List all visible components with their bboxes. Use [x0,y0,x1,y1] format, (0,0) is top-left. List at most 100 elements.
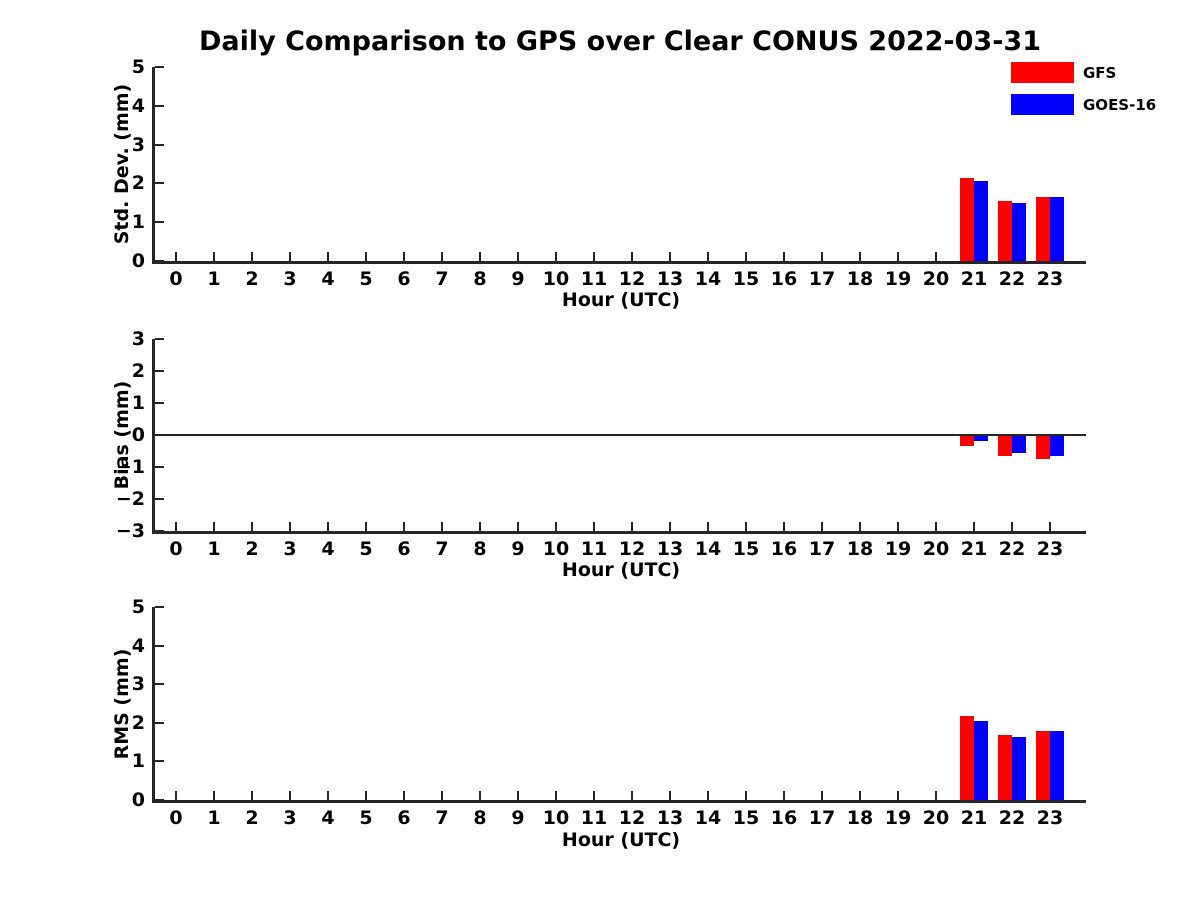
x-tick-label-6: 6 [397,807,411,829]
chart-title: Daily Comparison to GPS over Clear CONUS… [199,26,1041,57]
x-tick-label-14: 14 [694,268,722,290]
x-tick-17 [821,252,823,261]
y-tick-label-1: 1 [131,750,145,773]
x-tick-label-19: 19 [884,268,912,290]
x-tick-label-12: 12 [618,807,646,829]
y-tick-3 [155,338,164,340]
bar-gfs-h22 [998,200,1012,261]
x-tick-label-19: 19 [884,538,912,560]
y-tick-3 [155,683,164,686]
bar-goes-16-h23 [1050,435,1064,456]
x-tick-label-11: 11 [580,807,608,829]
y-tick-label-2: 2 [131,711,145,734]
x-tick-label-20: 20 [922,807,950,829]
x-tick-label-3: 3 [283,807,297,829]
x-tick-0 [175,791,177,800]
x-tick-label-9: 9 [511,807,525,829]
x-tick-label-23: 23 [1036,268,1064,290]
x-tick-1 [213,522,215,531]
y-tick-1 [155,221,164,224]
x-tick-21 [973,522,975,531]
x-tick-label-10: 10 [542,538,570,560]
y-tick-0 [155,260,164,262]
y-tick-3 [155,143,164,146]
x-tick-label-9: 9 [511,268,525,290]
legend-swatch-goes-16 [1011,94,1074,115]
bar-goes-16-h23 [1050,196,1064,261]
x-tick-13 [669,252,671,261]
x-tick-label-10: 10 [542,268,570,290]
x-tick-6 [403,252,405,261]
y-axis-label-std-dev: Std. Dev. (mm) [111,83,133,245]
y-tick-1 [155,760,164,763]
bar-gfs-h23 [1036,435,1050,459]
plot-area-rms: 0 1 2 3 4 5 6 7 8 9 10 11 12 13 14 15 16 17 18 19 20 21 22 23 0 1… [132,596,1086,829]
y-tick-label-4: 4 [131,94,145,117]
x-tick-18 [859,252,861,261]
x-tick-15 [745,522,747,531]
x-tick-5 [365,252,367,261]
x-tick-label-3: 3 [283,268,297,290]
y-tick-label-4: 4 [131,634,145,657]
x-tick-13 [669,522,671,531]
x-tick-17 [821,522,823,531]
x-tick-label-5: 5 [359,538,373,560]
y-tick-label--2: −2 [115,488,145,510]
x-tick-label-18: 18 [846,268,874,290]
x-tick-19 [897,252,899,261]
x-tick-8 [479,522,481,531]
y-tick-label-1: 1 [131,392,145,414]
x-tick-8 [479,791,481,800]
legend-entry-goes-16: GOES-16 [1011,94,1156,115]
x-tick-label-15: 15 [732,538,760,560]
x-tick-12 [631,252,633,261]
bar-gfs-h21 [960,716,974,800]
x-tick-label-0: 0 [169,807,183,829]
bar-gfs-h21 [960,435,974,447]
bar-gfs-h22 [998,435,1012,456]
x-tick-label-15: 15 [732,807,760,829]
x-tick-0 [175,252,177,261]
y-tick-label-2: 2 [131,360,145,382]
x-tick-22 [1011,522,1013,531]
x-tick-label-21: 21 [960,807,988,829]
x-tick-label-8: 8 [473,268,487,290]
y-tick-label-0: 0 [131,789,145,811]
bar-goes-16-h21 [974,181,988,261]
x-tick-label-4: 4 [321,807,335,829]
x-tick-label-22: 22 [998,268,1026,290]
y-tick-2 [155,370,164,372]
x-tick-18 [859,522,861,531]
x-tick-label-14: 14 [694,807,722,829]
x-tick-18 [859,791,861,800]
x-tick-label-20: 20 [922,268,950,290]
x-tick-0 [175,522,177,531]
x-tick-20 [935,252,937,261]
bar-goes-16-h23 [1050,731,1064,800]
x-tick-11 [593,791,595,800]
y-tick-2 [155,721,164,724]
x-tick-label-11: 11 [580,538,608,560]
y-tick-5 [155,606,164,608]
y-axis-spine [152,607,155,803]
x-tick-14 [707,791,709,800]
y-tick-0 [155,799,164,801]
x-tick-label-6: 6 [397,268,411,290]
x-tick-17 [821,791,823,800]
legend-entry-gfs: GFS [1011,62,1156,83]
x-tick-label-10: 10 [542,807,570,829]
x-tick-label-1: 1 [207,807,221,829]
y-tick-label-3: 3 [131,673,145,696]
x-tick-label-21: 21 [960,268,988,290]
x-tick-1 [213,252,215,261]
x-tick-label-17: 17 [808,807,836,829]
x-tick-label-12: 12 [618,538,646,560]
y-tick-label-2: 2 [131,172,145,195]
x-tick-label-16: 16 [770,538,798,560]
x-axis-label-rms: Hour (UTC) [561,829,681,851]
x-tick-9 [517,522,519,531]
y-tick-4 [155,644,164,647]
x-tick-label-19: 19 [884,807,912,829]
x-tick-label-13: 13 [656,538,684,560]
